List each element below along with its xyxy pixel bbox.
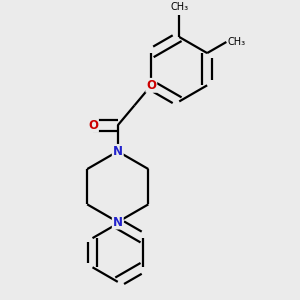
Text: CH₃: CH₃: [228, 37, 246, 47]
Text: O: O: [146, 79, 156, 92]
Text: O: O: [88, 119, 98, 132]
Text: N: N: [113, 215, 123, 229]
Text: CH₃: CH₃: [170, 2, 188, 12]
Text: N: N: [113, 145, 123, 158]
